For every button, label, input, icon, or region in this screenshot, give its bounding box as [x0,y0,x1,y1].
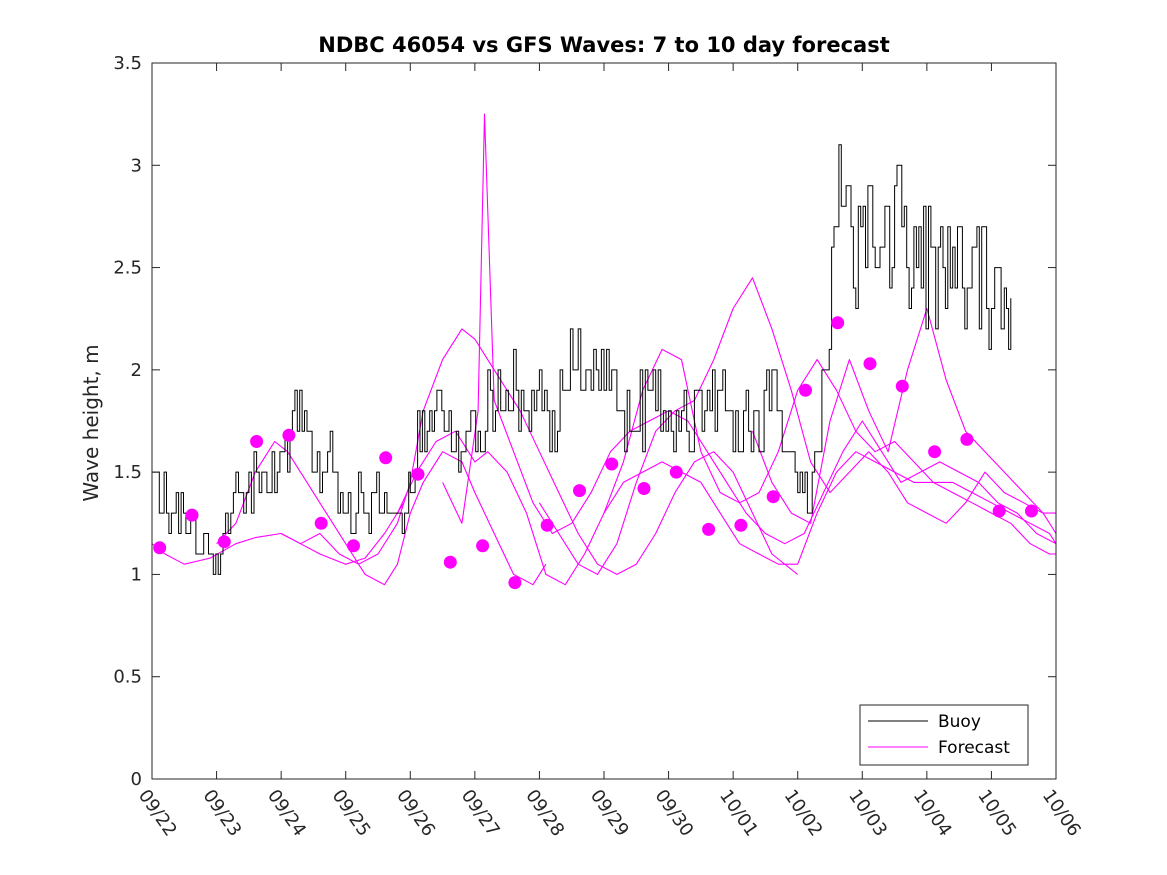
y-tick-label: 2 [131,360,142,381]
forecast-marker [831,316,845,330]
y-axis-label: Wave height, m [79,344,103,501]
forecast-marker [153,541,167,555]
forecast-marker [766,490,780,504]
forecast-marker [476,539,490,553]
forecast-marker [540,518,554,532]
forecast-marker [928,445,942,459]
forecast-marker [573,484,586,498]
forecast-marker [960,432,974,446]
forecast-line-forecast-g [603,348,1056,544]
forecast-marker [605,457,619,471]
y-tick-label: 3 [131,155,142,176]
forecast-marker [443,555,457,569]
forecast-marker [637,482,651,495]
forecast-marker [992,504,1006,518]
forecast-marker [185,508,199,522]
y-tick-label: 1.5 [113,462,142,483]
y-tick-label: 2.5 [113,258,142,279]
forecast-marker [379,451,393,465]
y-axis: 0 0.5 1 1.5 2 2.5 3 3.5 [113,53,1056,790]
forecast-marker [1025,504,1038,518]
forecast-marker [799,383,812,397]
series-layer [152,113,1056,590]
chart-title: NDBC 46054 vs GFS Waves: 7 to 10 day for… [318,33,889,57]
y-tick-label: 0 [131,769,142,790]
forecast-marker [508,576,522,590]
legend: Buoy Forecast [859,704,1029,766]
forecast-marker [282,428,296,442]
forecast-line-forecast-d [396,430,1056,586]
forecast-marker [411,467,425,481]
forecast-line-forecast-b [216,440,547,586]
legend-forecast-label: Forecast [938,738,1010,758]
forecast-line-forecast-f [538,277,1056,575]
forecast-marker [702,522,716,536]
forecast-marker [669,465,683,479]
forecast-marker [347,539,360,553]
forecast-marker [895,379,909,393]
forecast-line-forecast-h [751,307,1056,534]
forecast-marker [217,535,231,549]
forecast-marker [314,516,328,530]
legend-buoy-label: Buoy [938,712,981,732]
legend-box [859,704,1029,766]
y-tick-label: 1 [131,564,142,585]
forecast-marker [863,357,877,371]
y-tick-label: 3.5 [113,53,142,74]
y-tick-label: 0.5 [113,667,142,688]
forecast-marker [734,518,748,532]
buoy-line [152,144,1012,575]
forecast-marker [250,435,264,448]
forecast-line-forecast-e [442,113,1056,545]
